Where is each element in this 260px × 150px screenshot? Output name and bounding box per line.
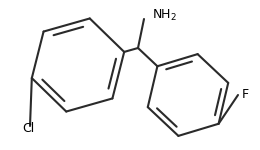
Text: NH$_2$: NH$_2$ [152,8,177,22]
Text: Cl: Cl [22,122,34,135]
Text: F: F [242,88,249,102]
